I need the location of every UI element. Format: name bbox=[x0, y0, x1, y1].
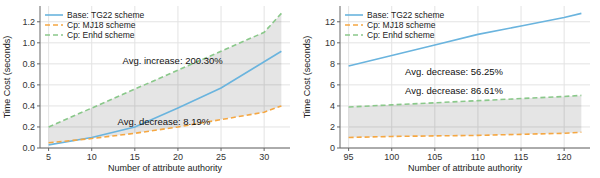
x-tick-label: 10 bbox=[87, 152, 97, 162]
legend-swatch bbox=[345, 14, 363, 16]
x-tick-label: 30 bbox=[259, 152, 269, 162]
legend-label: Base: TG22 scheme bbox=[67, 10, 145, 20]
y-tick-label: 0.4 bbox=[22, 101, 35, 111]
x-tick bbox=[391, 148, 392, 151]
marks bbox=[349, 13, 582, 137]
panel: 95 100 105 110 115 120 0 2 4 6 8 10 12 Number of attr… bbox=[302, 6, 590, 173]
annotation: Avg. decrease: 8.19% bbox=[118, 116, 211, 127]
annotation: Avg. increase: 200.30% bbox=[123, 55, 224, 66]
x-axis-line bbox=[340, 148, 590, 149]
shaded-band bbox=[49, 13, 282, 142]
legend-label: Cp: MJ18 scheme bbox=[67, 20, 136, 30]
shaded-band bbox=[349, 95, 582, 137]
legend-label: Cp: Enhd scheme bbox=[367, 30, 435, 40]
grid-line bbox=[340, 63, 590, 64]
y-tick-label: 0.0 bbox=[22, 143, 35, 153]
x-axis-label: Number of attribute authority bbox=[108, 163, 223, 173]
legend: Base: TG22 schemeCp: MJ18 schemeCp: Enhd… bbox=[345, 10, 445, 40]
figure: 510152025300.00.20.40.60.81.01.2Number o… bbox=[0, 0, 600, 178]
legend-swatch bbox=[345, 34, 363, 36]
x-tick-label: 5 bbox=[46, 152, 51, 162]
y-tick-label: 0.2 bbox=[22, 122, 35, 132]
series-line bbox=[349, 132, 582, 137]
y-tick-label: 0.8 bbox=[22, 59, 35, 69]
grid-line bbox=[40, 148, 290, 149]
x-tick-label: 120 bbox=[557, 152, 572, 162]
panel: 5 10 15 20 25 30 0.0 0.2 0.4 0.6 0.8 1.0 1.2 Number o… bbox=[2, 6, 290, 173]
series-line bbox=[49, 51, 282, 145]
x-tick-label: 95 bbox=[344, 152, 354, 162]
y-tick-label: 0.6 bbox=[22, 80, 35, 90]
x-tick bbox=[434, 148, 435, 151]
x-axis-label: Number of attribute authority bbox=[408, 163, 523, 173]
y-tick bbox=[337, 42, 340, 43]
x-tick-label: 100 bbox=[384, 152, 399, 162]
annotation: Avg. decrease: 56.25% bbox=[405, 66, 504, 77]
y-tick-label: 10 bbox=[325, 38, 335, 48]
y-tick bbox=[37, 21, 40, 22]
series-line bbox=[349, 95, 582, 107]
y-tick bbox=[337, 126, 340, 127]
x-tick bbox=[221, 148, 222, 151]
x-tick bbox=[48, 148, 49, 151]
x-tick-label: 20 bbox=[173, 152, 183, 162]
y-tick-label: 1.2 bbox=[22, 17, 35, 27]
x-tick bbox=[177, 148, 178, 151]
y-tick bbox=[337, 84, 340, 85]
y-tick bbox=[37, 126, 40, 127]
y-tick-label: 2 bbox=[330, 122, 335, 132]
y-tick bbox=[337, 63, 340, 64]
x-tick-label: 110 bbox=[471, 152, 485, 162]
series-line bbox=[349, 13, 582, 66]
x-tick bbox=[348, 148, 349, 151]
y-tick bbox=[337, 105, 340, 106]
x-tick bbox=[134, 148, 135, 151]
x-tick bbox=[264, 148, 265, 151]
y-tick-label: 1.0 bbox=[22, 38, 35, 48]
y-tick bbox=[37, 42, 40, 43]
y-tick bbox=[37, 84, 40, 85]
x-tick bbox=[91, 148, 92, 151]
x-tick bbox=[477, 148, 478, 151]
legend-label: Base: TG22 scheme bbox=[367, 10, 445, 20]
grid-line bbox=[340, 42, 590, 43]
legend-swatch bbox=[45, 34, 63, 36]
x-tick bbox=[521, 148, 522, 151]
y-axis-label: Time Cost (seconds) bbox=[302, 36, 312, 119]
x-tick-label: 15 bbox=[130, 152, 140, 162]
y-tick bbox=[37, 105, 40, 106]
legend: Base: TG22 schemeCp: MJ18 schemeCp: Enhd… bbox=[45, 10, 145, 40]
y-axis-label: Time Cost (seconds) bbox=[2, 36, 12, 119]
series-line bbox=[49, 13, 282, 127]
x-tick-label: 25 bbox=[216, 152, 226, 162]
y-tick-label: 12 bbox=[325, 17, 335, 27]
y-tick-label: 8 bbox=[330, 59, 335, 69]
grid-line bbox=[340, 148, 590, 149]
legend-swatch bbox=[45, 14, 63, 16]
y-tick-label: 0 bbox=[330, 143, 335, 153]
legend-swatch bbox=[45, 24, 63, 26]
series-line bbox=[49, 106, 282, 143]
x-tick bbox=[564, 148, 565, 151]
x-axis-line bbox=[40, 148, 290, 149]
y-tick-label: 6 bbox=[330, 80, 335, 90]
y-tick bbox=[337, 21, 340, 22]
legend-label: Cp: MJ18 scheme bbox=[367, 20, 436, 30]
legend-swatch bbox=[345, 24, 363, 26]
annotation: Avg. decrease: 86.61% bbox=[405, 85, 504, 96]
y-tick bbox=[37, 63, 40, 64]
x-tick-label: 115 bbox=[514, 152, 528, 162]
y-tick bbox=[37, 148, 40, 149]
x-tick-label: 105 bbox=[427, 152, 442, 162]
marks bbox=[49, 13, 282, 144]
legend-label: Cp: Enhd scheme bbox=[67, 30, 135, 40]
y-tick bbox=[337, 148, 340, 149]
y-tick-label: 4 bbox=[330, 101, 335, 111]
